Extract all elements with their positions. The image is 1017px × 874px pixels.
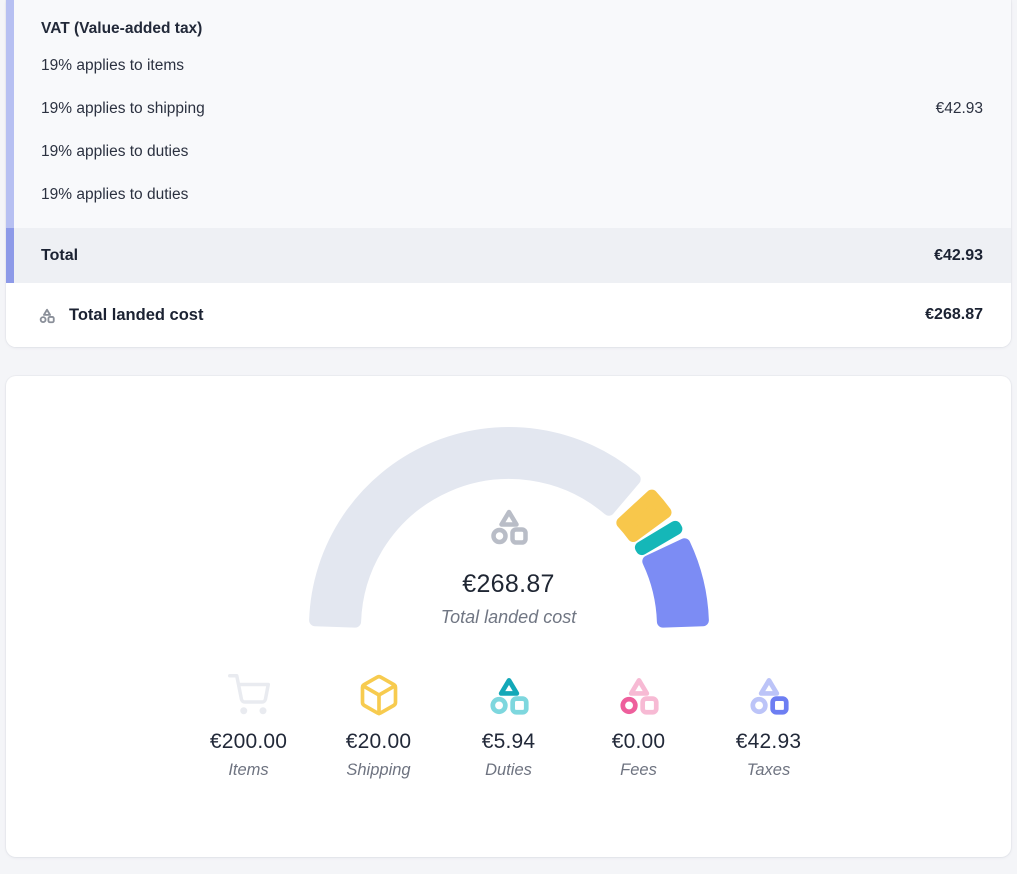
total-landed-cost-row: Total landed cost €268.87 <box>6 283 1011 347</box>
gauge-arc <box>308 427 709 628</box>
vat-line-label: 19% applies to shipping <box>41 99 205 117</box>
vat-section: VAT (Value-added tax) 19% applies to ite… <box>6 0 1011 228</box>
landed-cost-icon <box>39 308 55 323</box>
gauge-segment-duties <box>634 520 682 556</box>
duties-label: Duties <box>485 761 532 779</box>
gauge-center: €268.87 Total landed cost <box>369 506 649 628</box>
vat-line-duties-2: 19% applies to duties <box>41 173 983 216</box>
cost-legend: €200.00 Items €20.00 Shipping <box>6 670 1011 780</box>
landed-cost-label: Total landed cost <box>69 305 204 324</box>
items-label: Items <box>228 761 269 779</box>
fees-amount: €0.00 <box>611 730 666 753</box>
shipping-amount: €20.00 <box>345 730 412 753</box>
vat-line-amount: €42.93 <box>935 99 983 117</box>
gauge-segment-taxes <box>641 538 709 628</box>
gauge-segment-items <box>308 427 641 628</box>
vat-line-shipping: 19% applies to shipping €42.93 <box>41 87 983 130</box>
gauge-segment-shipping <box>615 489 672 543</box>
tax-total-row: Total €42.93 <box>6 228 1011 283</box>
landed-cost-gauge-card: €268.87 Total landed cost €200.00 Items <box>6 376 1011 857</box>
legend-taxes: €42.93 Taxes <box>704 670 834 780</box>
vat-line-label: 19% applies to duties <box>41 142 189 160</box>
fees-trio-icon <box>619 678 659 715</box>
fees-label: Fees <box>620 761 657 779</box>
gauge-total-value: €268.87 <box>462 570 555 598</box>
vat-line-duties-1: 19% applies to duties <box>41 130 983 173</box>
taxes-trio-icon <box>749 678 789 715</box>
vat-section-title: VAT (Value-added tax) <box>41 20 203 37</box>
items-amount: €200.00 <box>209 730 288 753</box>
legend-duties: €5.94 Duties <box>444 670 574 780</box>
tax-total-label: Total <box>41 246 79 264</box>
taxes-label: Taxes <box>746 761 791 779</box>
landed-cost-icon <box>490 509 528 545</box>
package-box-icon <box>360 674 397 716</box>
vat-line-label: 19% applies to duties <box>41 185 189 203</box>
tax-breakdown-card: VAT (Value-added tax) 19% applies to ite… <box>6 0 1011 347</box>
duties-trio-icon <box>489 678 529 715</box>
vat-line-label: 19% applies to items <box>41 56 185 74</box>
shipping-label: Shipping <box>346 761 411 779</box>
gauge-chart: €268.87 Total landed cost <box>289 402 729 642</box>
gauge-total-label: Total landed cost <box>440 607 577 627</box>
legend-shipping: €20.00 Shipping <box>314 670 444 780</box>
duties-amount: €5.94 <box>481 730 536 753</box>
cart-icon <box>227 674 270 715</box>
legend-fees: €0.00 Fees <box>574 670 704 780</box>
vat-line-items: 19% applies to items <box>41 44 983 87</box>
landed-cost-amount: €268.87 <box>925 306 983 323</box>
taxes-amount: €42.93 <box>735 730 802 753</box>
legend-items: €200.00 Items <box>184 670 314 780</box>
tax-total-amount: €42.93 <box>934 246 983 264</box>
